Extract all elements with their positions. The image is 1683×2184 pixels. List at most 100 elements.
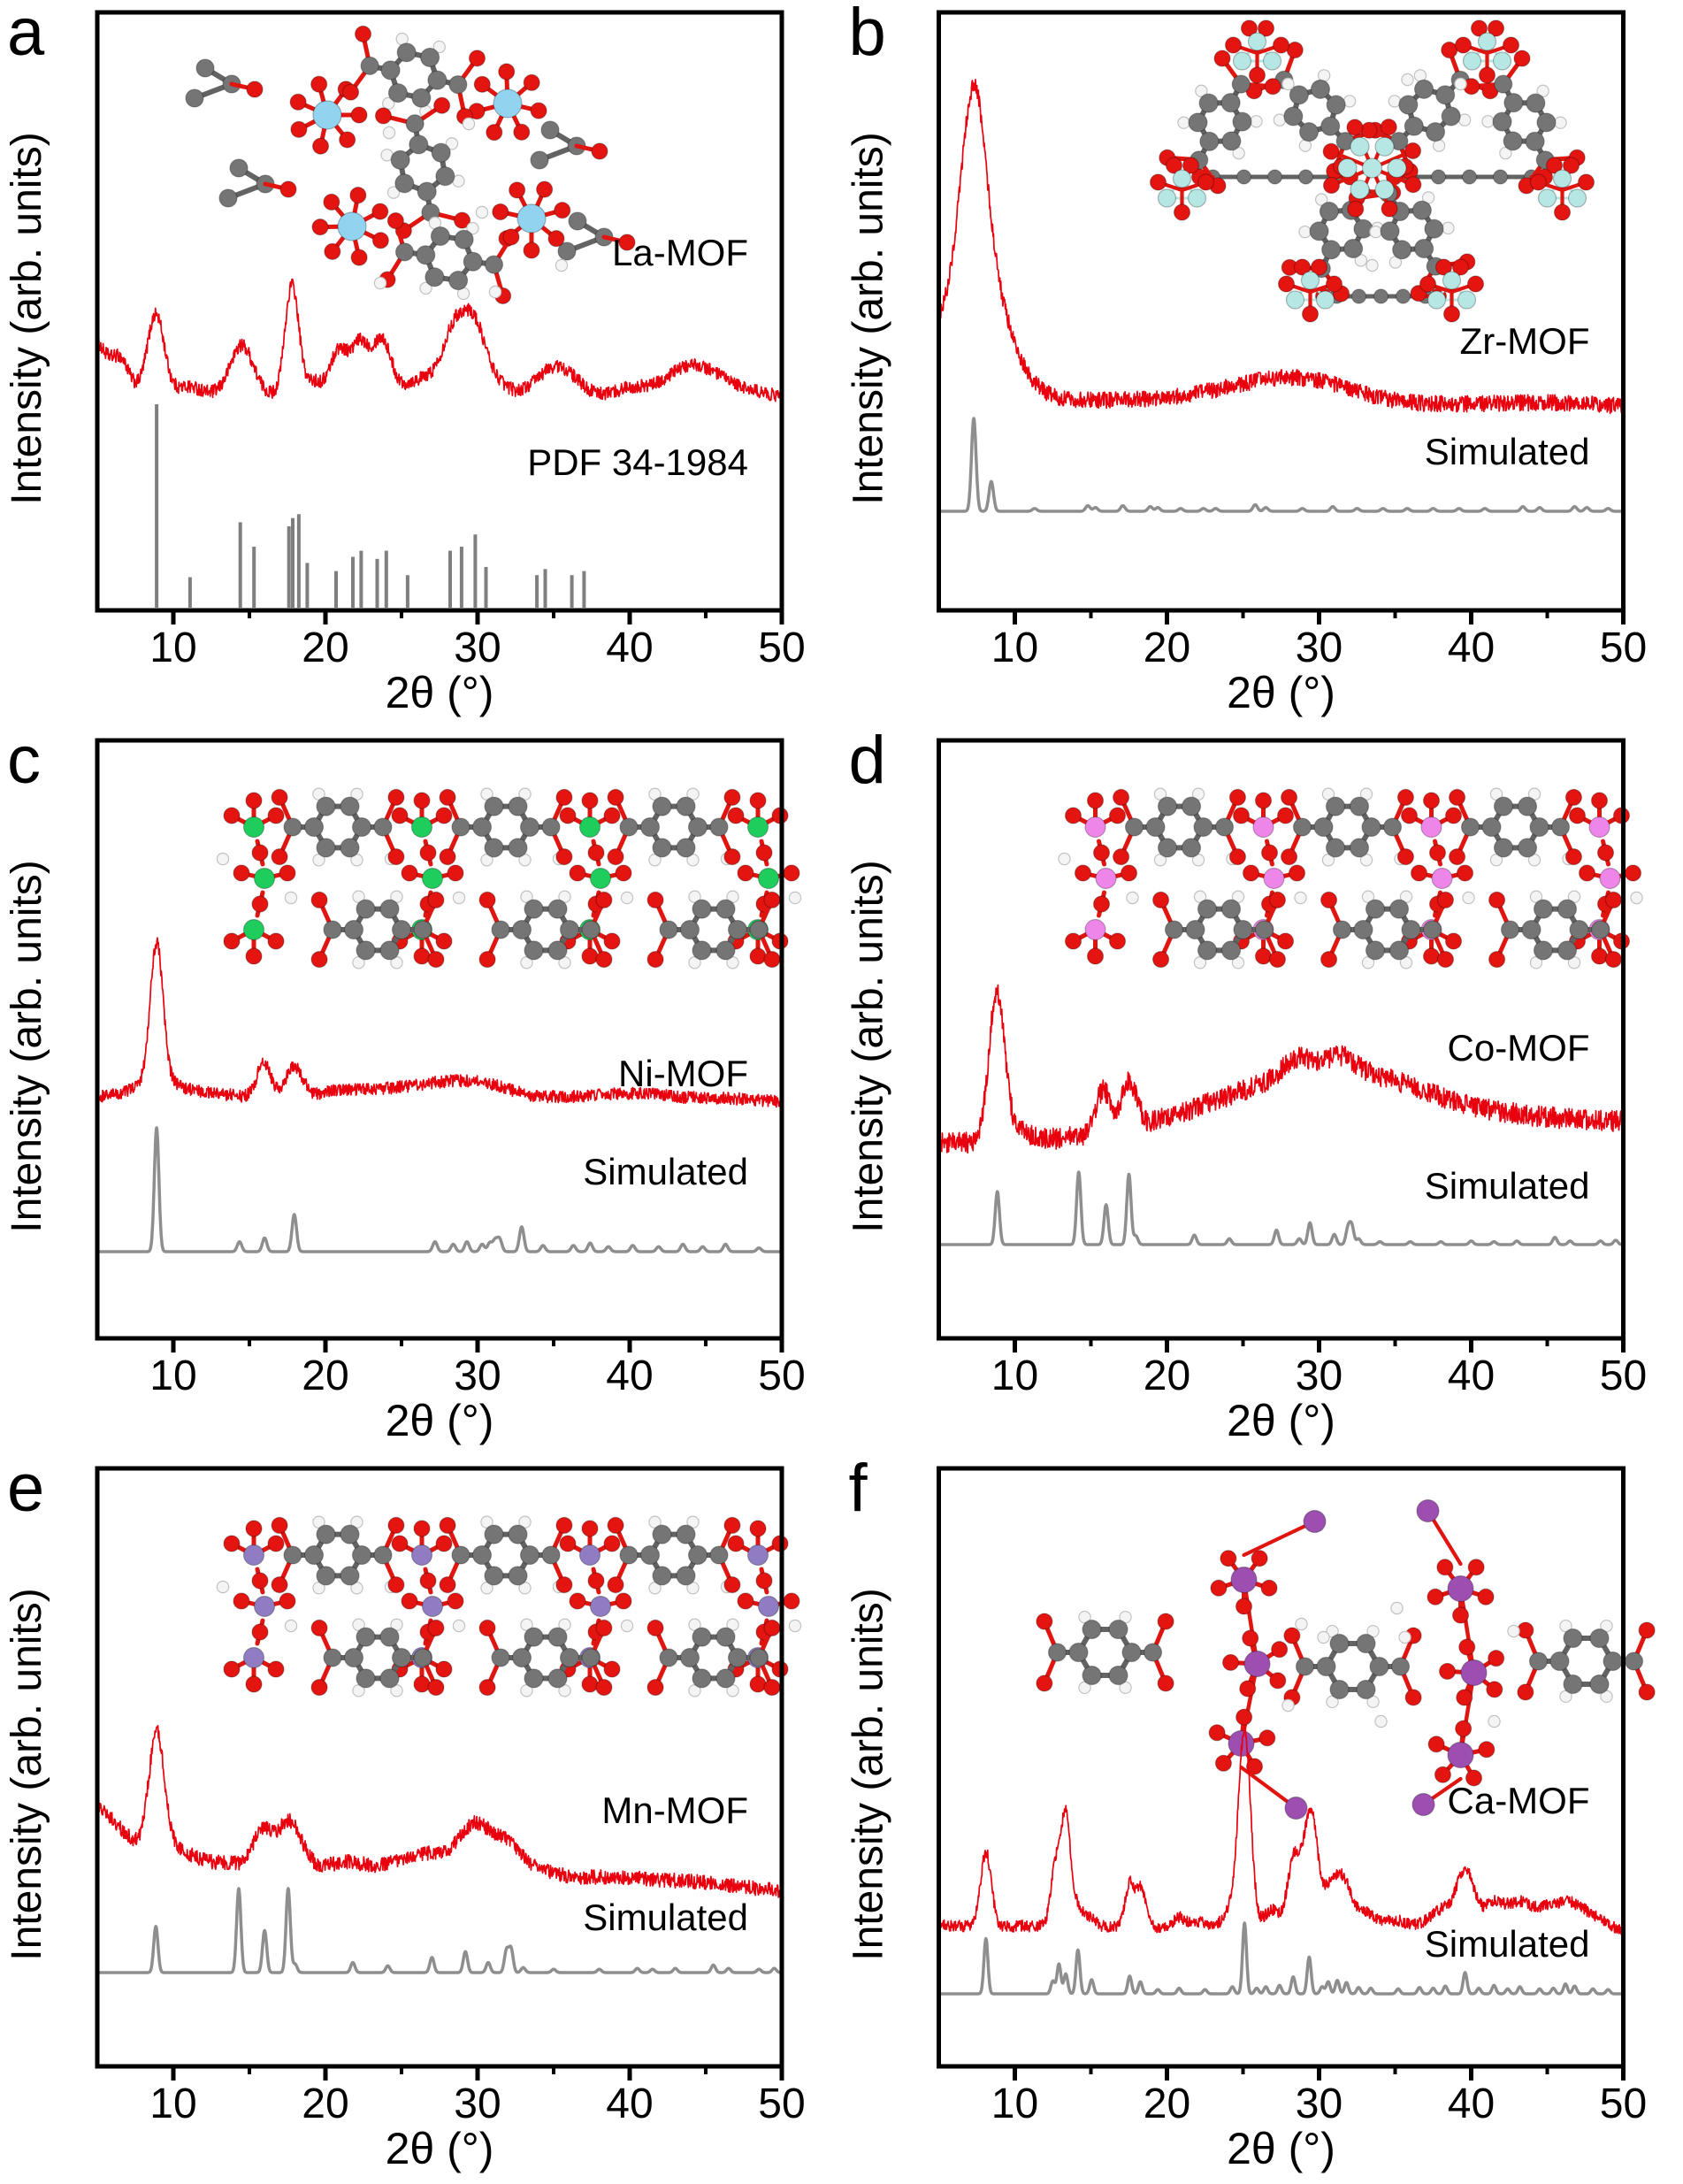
x-tick-label: 40: [606, 1353, 653, 1399]
atom: [709, 817, 729, 837]
atom: [253, 1595, 276, 1618]
atom: [1424, 218, 1444, 239]
atom: [447, 1592, 464, 1610]
atom: [1638, 1683, 1656, 1701]
atom: [478, 950, 496, 969]
atom: [1284, 1796, 1308, 1820]
atom: [578, 1544, 601, 1567]
atom: [1395, 288, 1411, 304]
atom: [1517, 796, 1538, 816]
atom: [1231, 956, 1245, 969]
atom: [1283, 1627, 1301, 1644]
atom: [267, 932, 285, 950]
atom: [595, 1619, 613, 1637]
atom: [312, 1582, 325, 1595]
atom: [1567, 956, 1581, 969]
atom: [1191, 787, 1205, 801]
panel-letter: c: [7, 728, 41, 798]
sample-trace: [940, 984, 1622, 1154]
atom: [569, 1592, 586, 1610]
atom: [659, 920, 678, 939]
atom: [1247, 32, 1267, 51]
sample-trace: [940, 1724, 1622, 1935]
atom: [386, 211, 404, 230]
atom: [271, 788, 288, 807]
atom: [1494, 74, 1513, 94]
sample-trace-label: Ca-MOF: [1448, 1780, 1590, 1821]
atom: [1527, 787, 1541, 801]
x-tick-label: 30: [454, 1353, 501, 1399]
atom: [463, 251, 483, 272]
panel-e: 10 20 30 40 50 e Intensity (arb. units) 2θ (…: [0, 1456, 841, 2184]
atom: [185, 88, 204, 108]
atom: [394, 242, 415, 262]
atom: [427, 1619, 445, 1637]
x-tick-label: 50: [1600, 625, 1647, 671]
atom: [1431, 867, 1453, 890]
atom: [737, 864, 754, 882]
atom: [471, 1544, 493, 1566]
atom: [233, 864, 250, 882]
atom: [1260, 1579, 1278, 1597]
atom: [352, 890, 365, 903]
atom: [615, 864, 632, 882]
atom: [1326, 95, 1346, 115]
atom: [1399, 890, 1413, 903]
atom: [425, 267, 445, 287]
atom: [1242, 1629, 1259, 1647]
atom: [1276, 807, 1295, 824]
atom: [1321, 787, 1335, 801]
atom: [1108, 1665, 1128, 1686]
atom: [749, 920, 769, 939]
atom: [462, 117, 476, 131]
atom: [451, 817, 470, 837]
atom: [390, 149, 410, 170]
x-tick-label: 10: [149, 2081, 196, 2127]
atom: [1084, 816, 1106, 839]
atom: [417, 181, 437, 202]
atom: [1373, 288, 1389, 304]
atom: [1399, 956, 1413, 969]
atom: [1369, 225, 1382, 239]
atom: [1416, 1498, 1440, 1523]
atom: [382, 96, 395, 111]
atom: [1332, 920, 1352, 939]
atom: [1213, 50, 1231, 67]
atom: [723, 1575, 741, 1594]
atom: [1488, 891, 1506, 909]
x-tick-label: 40: [1448, 2081, 1495, 2127]
atom: [1486, 1681, 1503, 1698]
reference-trace-label: Simulated: [1425, 431, 1590, 472]
atom: [709, 1545, 729, 1565]
atom: [1422, 792, 1441, 809]
axes: 10 20 30 40 50: [95, 10, 806, 671]
atom: [271, 847, 288, 866]
atom: [488, 285, 502, 299]
atom: [607, 1516, 624, 1535]
y-axis-label: Intensity (arb. units): [4, 132, 50, 505]
atom: [1624, 864, 1642, 882]
atom: [557, 241, 577, 261]
reference-trace: [940, 1921, 1622, 1996]
atom: [688, 956, 701, 969]
atom: [223, 807, 241, 824]
atom: [1343, 238, 1364, 259]
atom: [1603, 1651, 1623, 1672]
traces: [940, 78, 1622, 513]
atom: [435, 932, 453, 950]
atom: [351, 1544, 372, 1566]
atom: [1507, 1624, 1520, 1638]
atom: [1231, 74, 1251, 94]
atom: [1562, 157, 1580, 174]
atom: [524, 899, 544, 919]
atom: [519, 1544, 540, 1566]
atom: [1124, 817, 1144, 837]
atom: [1533, 940, 1554, 961]
atom: [1228, 788, 1247, 807]
x-tick-label: 30: [1296, 625, 1343, 671]
atom: [1529, 890, 1543, 903]
atom: [478, 1619, 496, 1637]
atom: [1396, 847, 1415, 866]
atom: [379, 899, 400, 919]
